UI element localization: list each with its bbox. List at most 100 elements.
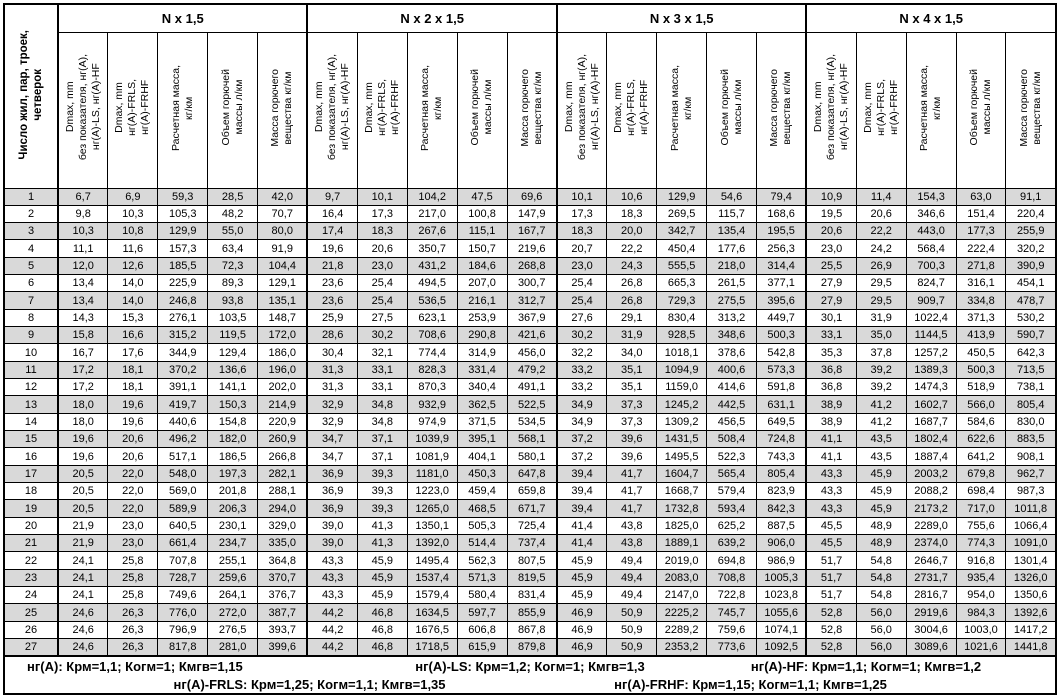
table-cell: 508,4 [706,430,757,449]
group-title-3: N x 3 x 1,5 [555,3,807,33]
table-cell: 2353,2 [656,638,708,657]
table-cell: 54,8 [855,586,907,605]
table-cell: 698,4 [955,482,1007,501]
table-cell: 51,7 [805,586,857,605]
table-cell: 370,7 [257,568,308,588]
table-cell: 313,2 [706,308,757,328]
table-row: 5 12,0 12,6 185,5 72,3 104,4 21,8 23,0 431,2 184,… [3,256,1057,276]
table-cell: 69,6 [506,187,558,206]
table-cell: 468,5 [456,499,508,518]
table-cell: 41,2 [855,395,907,414]
table-cell: 796,9 [157,620,209,640]
table-cell: 828,3 [406,360,458,380]
table-cell: 52,8 [805,620,857,640]
table-cell: 268,8 [506,256,558,276]
table-cell: 17,4 [306,222,358,241]
table-cell: 1732,8 [656,499,708,518]
table-cell: 38,9 [805,395,857,414]
table-row: 11 17,2 18,1 370,2 136,6 196,0 31,3 33,1 828,3 33… [3,360,1057,380]
table-cell: 186,5 [207,447,259,466]
table-cell: 150,3 [207,395,259,414]
table-cell: 2646,7 [905,551,957,570]
table-cell: 573,3 [755,360,807,380]
table-cell: 1889,1 [656,534,708,553]
table-cell: 1092,5 [755,638,807,657]
table-cell: 1181,0 [406,464,458,484]
table-cell: 49,4 [606,568,658,588]
table-cell: 1495,5 [656,447,708,466]
table-cell: 22,0 [107,482,159,501]
table-cell: 505,3 [456,516,508,536]
table-cell: 566,0 [955,395,1007,414]
subheader-g3-c4: Объем горючей массы л/км [706,31,757,189]
table-cell: 39,2 [855,360,907,380]
table-cell: 908,1 [1005,447,1057,466]
table-cell: 157,3 [157,239,209,258]
table-cell: 36,9 [306,464,358,484]
table-cell: 26,8 [606,291,658,310]
table-cell: 340,4 [456,378,508,397]
table-cell: 1094,9 [656,360,708,380]
table-cell: 371,5 [456,412,508,432]
table-cell: 729,3 [656,291,708,310]
table-cell: 45,5 [805,534,857,553]
table-cell: 39,0 [306,534,358,553]
row-number: 15 [3,430,59,449]
table-cell: 1887,4 [905,447,957,466]
table-cell: 24,1 [57,568,109,588]
table-cell: 364,8 [257,551,308,570]
table-row: 21 21,9 23,0 661,4 234,7 335,0 39,0 41,3 1392,0 5… [3,534,1057,553]
table-cell: 442,5 [706,395,757,414]
table-cell: 25,4 [356,291,408,310]
table-cell: 831,4 [506,586,558,605]
table-cell: 49,4 [606,551,658,570]
row-number: 4 [3,239,59,258]
table-cell: 36,8 [805,360,857,380]
table-cell: 39,6 [606,430,658,449]
subheader-label: Dmax, mm нг(А)-FRLS, нг(А)-FRHF [362,79,401,136]
table-cell: 580,4 [456,586,508,605]
table-cell: 34,7 [306,447,358,466]
table-cell: 15,8 [57,326,109,345]
group-header-row: Число жил, пар, троек, четверок N x 1,5 N … [3,3,1057,189]
table-row: 15 19,6 20,6 496,2 182,0 260,9 34,7 37,1 1039,9 3… [3,430,1057,449]
table-cell: 17,3 [356,204,408,224]
table-cell: 25,8 [107,568,159,588]
table-cell: 404,1 [456,447,508,466]
table-cell: 20,6 [107,430,159,449]
table-cell: 591,8 [755,378,807,397]
coefficients-line-2: нг(А)-FRLS: Крм=1,25; Когм=1,1; Кмгв=1,3… [5,675,1055,693]
table-cell: 807,5 [506,551,558,570]
table-cell: 1245,2 [656,395,708,414]
table-cell: 1676,5 [406,620,458,640]
table-cell: 10,3 [107,204,159,224]
table-cell: 450,3 [456,464,508,484]
coefficient-note: нг(А)-HF: Крм=1,1; Когм=1; Кмгв=1,2 [750,658,982,674]
table-cell: 275,5 [706,291,757,310]
table-cell: 93,8 [207,291,259,310]
table-cell: 43,3 [306,586,358,605]
subheader-label: Расчетная масса, кг/км [918,64,944,151]
subheader-g4-c4: Объем горючей массы л/км [955,31,1007,189]
table-cell: 10,3 [57,222,109,241]
table-cell: 817,8 [157,638,209,657]
row-number: 24 [3,586,59,605]
table-cell: 1022,4 [905,308,957,328]
table-row: 13 18,0 19,6 419,7 150,3 214,9 32,9 34,8 932,9 36… [3,395,1057,414]
table-cell: 276,5 [207,620,259,640]
table-cell: 916,8 [955,551,1007,570]
table-cell: 33,1 [805,326,857,345]
table-cell: 22,0 [107,464,159,484]
table-cell: 267,6 [406,222,458,241]
table-cell: 202,0 [257,378,308,397]
coefficient-note: нг(А)-LS: Крм=1,2; Когм=1; Кмгв=1,3 [415,658,645,674]
table-cell: 34,0 [606,343,658,362]
table-cell: 253,9 [456,308,508,328]
table-cell: 986,9 [755,551,807,570]
table-cell: 43,3 [306,568,358,588]
table-cell: 43,5 [855,447,907,466]
table-cell: 331,4 [456,360,508,380]
table-cell: 16,7 [57,343,109,362]
table-cell: 449,7 [755,308,807,328]
table-cell: 1634,5 [406,603,458,622]
